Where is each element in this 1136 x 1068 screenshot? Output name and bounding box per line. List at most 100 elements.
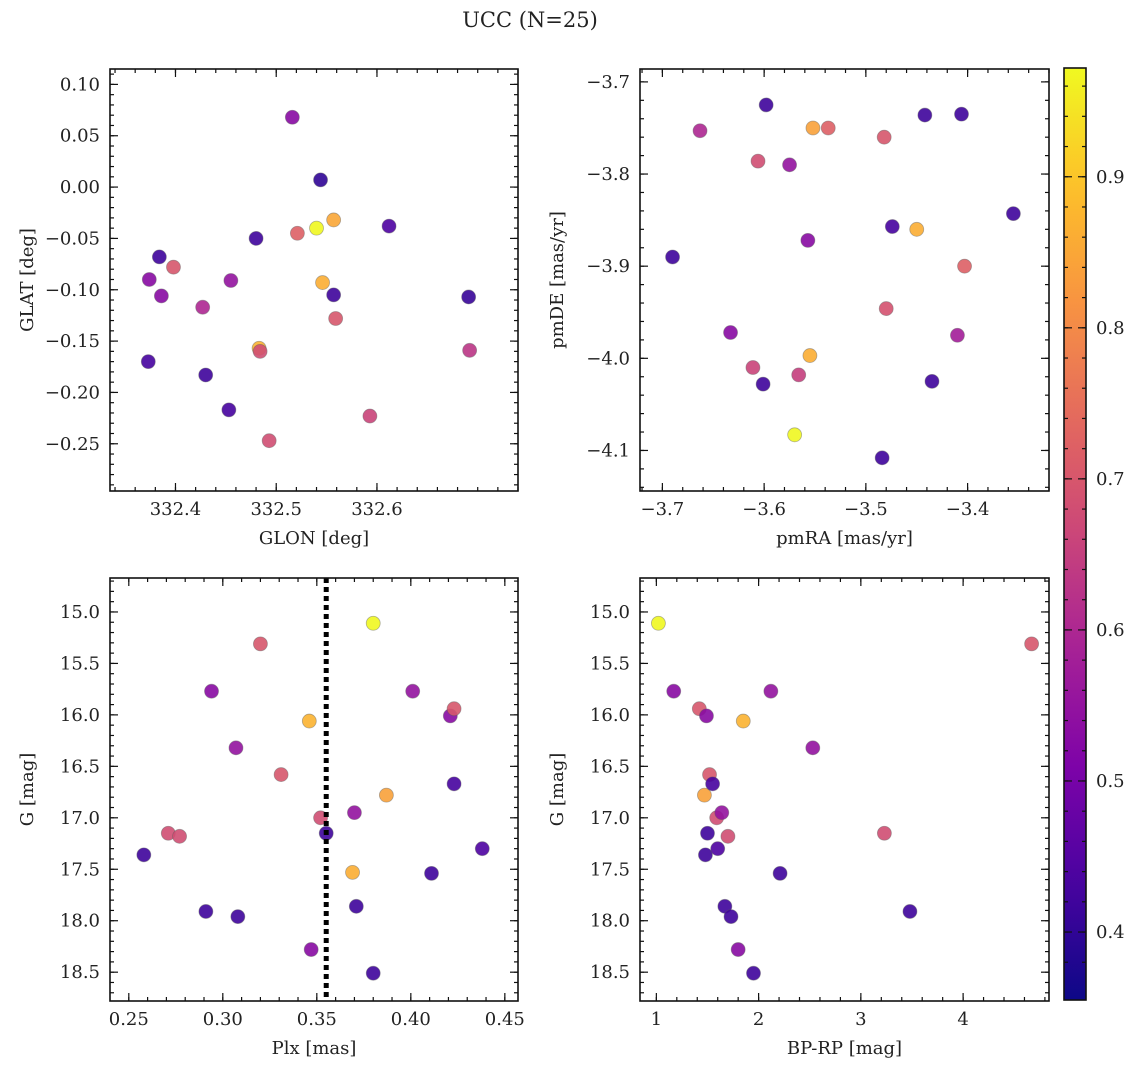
x-axis-label: Plx [mas]	[272, 1038, 357, 1059]
scatter-point	[750, 153, 766, 169]
scatter-point	[1024, 636, 1040, 652]
scatter-point	[230, 909, 246, 925]
y-tick-label: 17.5	[60, 859, 100, 880]
scatter-point	[362, 408, 378, 424]
y-tick-label: −0.10	[45, 280, 100, 301]
scatter-point	[874, 450, 890, 466]
y-tick-label: 17.0	[590, 808, 630, 829]
scatter-point	[876, 825, 892, 841]
scatter-point	[692, 123, 708, 139]
x-tick-label: 0.30	[203, 1009, 243, 1030]
scatter-point	[348, 898, 364, 914]
scatter-point	[714, 805, 730, 821]
x-tick-label: −3.4	[946, 499, 990, 520]
scatter-point	[253, 636, 268, 652]
panel-plx-g: 0.25 0.30 0.35 0.40 0.45 15.0 15.5 16.0 16.5 17.0…	[17, 577, 525, 1059]
scatter-point	[446, 776, 462, 792]
scatter-point	[954, 106, 969, 122]
y-tick-label: 18.5	[590, 962, 630, 983]
x-tick-label: −3.7	[641, 499, 685, 520]
y-tick-label: 17.5	[590, 859, 630, 880]
axes-frame	[639, 577, 1050, 1002]
scatter-point	[248, 231, 264, 246]
scatter-point	[665, 249, 680, 265]
scatter-point	[820, 120, 836, 136]
y-tick-label: −0.20	[45, 382, 100, 403]
scatter-point	[198, 367, 214, 383]
x-tick-label: 4	[957, 1009, 968, 1030]
scatter-point	[221, 402, 237, 418]
scatter-point	[195, 299, 211, 315]
scatter-point	[141, 272, 157, 287]
scatter-point	[303, 942, 319, 957]
scatter-point	[651, 615, 666, 631]
y-tick-label: −0.05	[45, 228, 100, 249]
x-tick-label: 1	[651, 1009, 662, 1030]
scatter-point	[474, 841, 490, 857]
scatter-point	[228, 740, 244, 756]
y-tick-label: 0.05	[60, 126, 100, 147]
x-tick-label: 2	[753, 1009, 764, 1030]
scatter-point	[328, 311, 344, 326]
y-tick-label: 17.0	[60, 808, 100, 829]
panel-pmra-pmde: −3.7 −3.6 −3.5 −3.4 −4.1 −4.0 −3.9 −3.8 −3.7 pmRA…	[547, 68, 1050, 549]
scatter-point	[309, 220, 324, 236]
scatter-point	[666, 683, 682, 699]
scatter-point	[284, 109, 300, 125]
scatter-point	[151, 249, 167, 265]
scatter-point	[950, 327, 965, 343]
y-tick-label: −4.1	[586, 440, 630, 461]
y-tick-label: 16.0	[590, 705, 630, 726]
x-tick-label: −3.5	[844, 499, 888, 520]
scatter-point	[378, 787, 394, 803]
x-axis-label: pmRA [mas/yr]	[776, 528, 913, 549]
scatter-point	[424, 865, 439, 881]
axes-frame	[109, 68, 519, 492]
scatter-point	[782, 157, 797, 173]
scatter-point	[223, 273, 239, 288]
scatter-point	[787, 427, 803, 443]
y-axis-label: G [mag]	[17, 753, 38, 826]
y-tick-label: 18.0	[60, 911, 100, 932]
x-tick-label: −3.6	[742, 499, 786, 520]
scatter-point	[172, 828, 187, 844]
scatter-point	[289, 225, 305, 241]
y-tick-label: −3.8	[586, 164, 630, 185]
scatter-point	[365, 615, 381, 631]
colorbar-tick-label: 0.6	[1096, 620, 1125, 641]
scatter-point	[315, 275, 330, 290]
y-tick-label: 16.5	[590, 756, 630, 777]
scatter-point	[698, 847, 713, 863]
scatter-point	[699, 708, 714, 724]
scatter-point	[805, 120, 821, 136]
scatter-point	[198, 904, 214, 919]
colorbar-tick-label: 0.7	[1096, 469, 1125, 490]
scatter-point	[140, 354, 156, 370]
scatter-point	[735, 713, 751, 729]
y-tick-label: 16.0	[60, 705, 100, 726]
scatter-point	[326, 212, 342, 228]
scatter-point	[326, 287, 342, 303]
colorbar: 0.4 0.5 0.6 0.7 0.8 0.9	[1063, 67, 1125, 1001]
scatter-point	[462, 342, 478, 358]
y-tick-label: 18.5	[60, 962, 100, 983]
scatter-point	[878, 301, 894, 316]
colorbar-tick-label: 0.5	[1096, 771, 1125, 792]
axes-frame	[109, 577, 519, 1002]
scatter-point	[405, 683, 421, 699]
scatter-point	[720, 828, 736, 844]
scatter-point	[365, 965, 381, 981]
scatter-point	[772, 865, 788, 881]
scatter-point	[697, 787, 712, 803]
y-tick-label: −3.9	[586, 256, 630, 277]
y-tick-label: 18.0	[590, 911, 630, 932]
y-axis-label: pmDE [mas/yr]	[547, 211, 568, 349]
scatter-point	[802, 348, 818, 363]
scatter-point	[730, 942, 746, 957]
panel-bprp-g: 1 2 3 4 15.0 15.5 16.0 16.5 17.0 17.5 18.0 18.5 BP-R…	[547, 577, 1050, 1059]
scatter-point	[136, 847, 152, 863]
panel-glon-glat: 332.4 332.5 332.6 −0.25 −0.20 −0.15 −0.10 −0.05…	[17, 68, 519, 549]
scatter-point	[347, 805, 362, 821]
x-tick-label: 0.45	[485, 1009, 525, 1030]
scatter-point	[791, 367, 807, 383]
